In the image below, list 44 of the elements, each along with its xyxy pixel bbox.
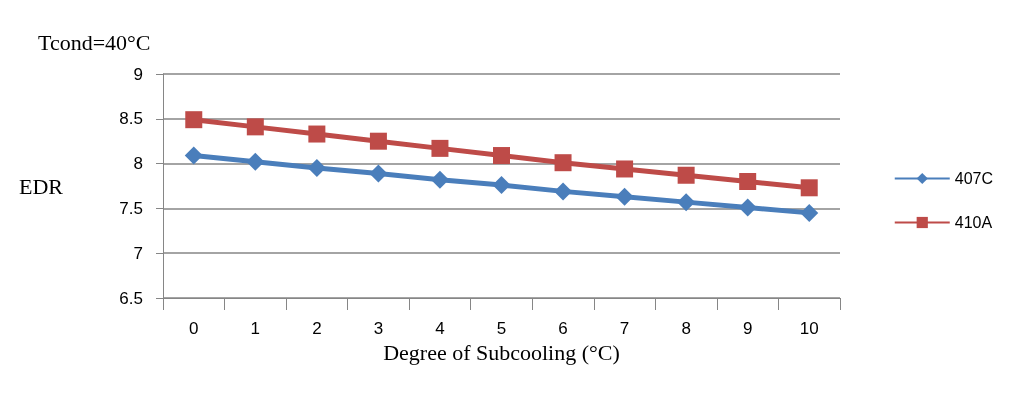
point [615,187,634,206]
x-tick-label: 7 [619,319,630,338]
x-tick-label: 6 [558,319,568,338]
x-axis-title: Degree of Subcooling (°C) [383,340,620,366]
y-tick-label: 8 [133,154,143,174]
point [246,118,264,136]
legend-label: 410A [954,214,993,231]
y-tick-label: 9 [133,64,143,84]
x-tick-label: 0 [189,319,199,338]
point [369,132,387,150]
point [246,152,265,171]
y-tick-label: 8.5 [119,109,143,129]
point [369,164,388,183]
point [800,179,818,197]
legend-label: 407C [954,170,993,187]
point [738,198,757,217]
point [492,176,511,195]
point [554,182,573,201]
point [677,166,695,184]
x-tick-label: 8 [681,319,691,338]
chart-title: Tcond=40°C [38,29,151,55]
point [739,173,757,191]
x-tick-label: 1 [250,319,261,338]
y-tick-label: 7.5 [119,198,143,218]
point [308,125,326,143]
point [800,203,819,222]
x-tick-label: 9 [742,319,753,338]
x-tick-label: 5 [496,319,507,338]
point [677,193,696,212]
point [307,159,326,178]
point [184,146,203,165]
point [493,147,510,165]
point [616,160,634,178]
y-tick-label: 6.5 [119,288,143,308]
x-tick-label: 4 [435,319,445,338]
point [185,111,203,129]
x-tick-label: 2 [312,319,322,338]
point [431,139,449,157]
x-tick-label: 10 [799,319,819,338]
y-tick-label: 7 [133,243,143,263]
x-tick-label: 3 [373,319,384,338]
point [430,170,449,189]
point [554,154,572,172]
y-axis-title: EDR [19,173,64,199]
